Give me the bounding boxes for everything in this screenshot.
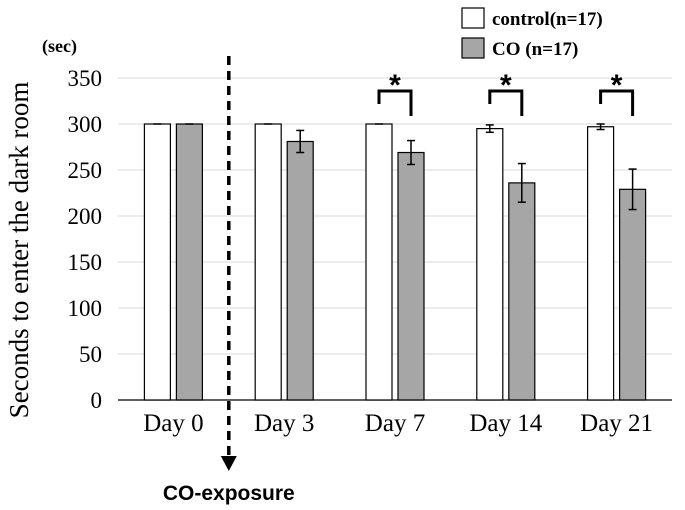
asterisk-day-7: *	[389, 69, 401, 102]
significance-markers: * * *	[377, 69, 635, 116]
co-exposure-label: CO-exposure	[163, 482, 295, 505]
x-tick-day-0: Day 0	[143, 410, 203, 437]
x-tick-labels: Day 0 Day 3 Day 7 Day 14 Day 21	[143, 410, 653, 437]
legend-swatch-co-n-17	[461, 37, 485, 59]
bar-control-n-17-day-7	[365, 123, 393, 401]
bar-co-n-17-day-0	[175, 123, 203, 401]
bar-control-n-17-day-3	[254, 123, 282, 401]
bar-co-n-17-day-3	[286, 140, 314, 401]
bar-co-n-17-day-14	[508, 182, 536, 401]
y-axis-unit: (sec)	[42, 36, 77, 57]
y-tick-100: 100	[68, 296, 103, 321]
x-tick-day-3: Day 3	[254, 410, 314, 437]
y-tick-200: 200	[68, 204, 103, 229]
bar-co-n-17-day-21	[618, 188, 647, 401]
y-tick-labels: 0 50 100 150 200 250 300 350	[68, 66, 103, 413]
legend-label-control-n-17: control(n=17)	[492, 9, 603, 30]
bracket-day-21	[599, 89, 635, 116]
bracket-day-14	[488, 89, 524, 116]
co-exposure-annotation: CO-exposure	[163, 56, 295, 505]
bar-control-n-17-day-21	[586, 126, 615, 401]
y-axis-label: Seconds to enter the dark room	[4, 82, 34, 419]
bracket-day-7	[377, 89, 413, 116]
y-tick-350: 350	[68, 66, 103, 91]
legend-label-co-n-17: CO (n=17)	[492, 39, 578, 60]
y-tick-0: 0	[91, 388, 103, 413]
y-tick-250: 250	[68, 158, 103, 183]
legend: control(n=17) CO (n=17)	[461, 7, 603, 60]
arrow-head-icon	[220, 456, 237, 471]
asterisk-day-21: *	[611, 69, 623, 102]
y-tick-300: 300	[68, 112, 103, 137]
bar-control-n-17-day-14	[476, 128, 504, 401]
legend-swatch-control-n-17	[461, 7, 485, 29]
error-bars	[153, 123, 637, 211]
y-tick-150: 150	[68, 250, 103, 275]
x-tick-day-7: Day 7	[365, 410, 425, 437]
x-tick-day-14: Day 14	[469, 410, 542, 437]
bar-co-n-17-day-7	[397, 151, 425, 401]
asterisk-day-14: *	[500, 69, 512, 102]
gridlines	[118, 77, 672, 401]
bars	[143, 123, 647, 401]
x-tick-day-21: Day 21	[580, 410, 653, 437]
y-tick-50: 50	[79, 342, 102, 367]
bar-control-n-17-day-0	[143, 123, 171, 401]
